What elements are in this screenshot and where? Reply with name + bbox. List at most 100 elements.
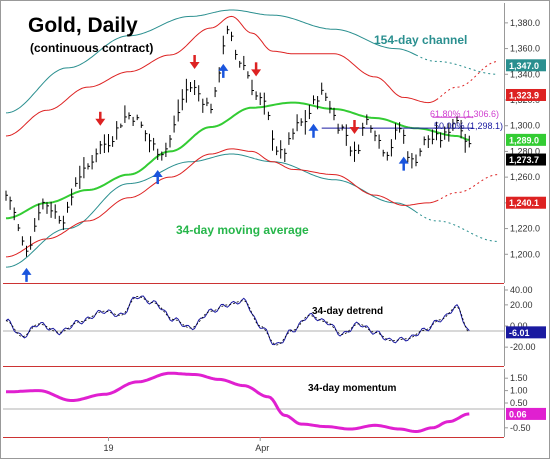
price-bar [112, 136, 115, 147]
price-bar [75, 177, 78, 187]
cycle-arrows [21, 54, 409, 282]
detrend-tick-label: -20.00 [510, 342, 536, 352]
price-bar [440, 132, 443, 148]
price-bar [345, 124, 349, 146]
detrend-series [5, 295, 470, 346]
price-bar [390, 139, 394, 157]
price-bar [251, 79, 254, 96]
x-axis-ticks: 19 Apr [104, 437, 269, 453]
cycle-bottom-arrow [152, 170, 163, 185]
price-bar [444, 126, 447, 140]
price-bar [50, 201, 54, 218]
price-bar [464, 133, 468, 153]
y-axis-ticks: 1,380.01,360.01,340.01,320.01,300.01,280… [504, 18, 540, 433]
price-bar [128, 112, 131, 120]
price-tick-label: 1,280.0 [510, 146, 540, 156]
channel-154-day [5, 9, 498, 268]
price-bar [124, 105, 127, 123]
price-bar [202, 98, 205, 113]
cycle-top-arrow [95, 111, 106, 126]
price-bar [95, 148, 99, 163]
price-bar [370, 125, 373, 133]
price-bar [206, 97, 209, 107]
price-bar [153, 137, 156, 151]
price-bar [235, 49, 238, 60]
price-bar [185, 78, 189, 103]
price-tick-label: 1,260.0 [510, 172, 540, 182]
chart-title: Gold, Daily [28, 14, 138, 37]
fibonacci-lines [321, 116, 474, 129]
price-bar [354, 141, 357, 162]
price-bar [304, 109, 308, 135]
price-bar [284, 148, 287, 162]
value-badge-detrend: -6.01 [506, 326, 546, 339]
price-bar [13, 207, 17, 221]
price-bar [395, 123, 398, 140]
fib-500-label: 50.00% (1,298.1) [434, 121, 503, 131]
price-tick-label: 1,380.0 [510, 18, 540, 28]
price-bar [296, 114, 300, 132]
price-bar [419, 148, 423, 157]
price-bar [226, 25, 230, 35]
x-tick-label: Apr [255, 443, 269, 453]
price-bar [288, 132, 291, 145]
price-bar [460, 119, 464, 139]
price-bar [83, 157, 86, 179]
price-bar [58, 215, 62, 224]
price-bar [194, 80, 197, 95]
detrend-smoothed-line [5, 295, 470, 346]
cycle-top-arrow [349, 120, 360, 134]
price-bar [276, 146, 279, 156]
price-bar [456, 116, 459, 124]
price-bar [190, 82, 193, 92]
price-bar [38, 203, 41, 221]
price-bar [407, 151, 410, 163]
detrend-label: 34-day detrend [312, 306, 383, 317]
price-bar [292, 128, 295, 140]
price-bar [308, 104, 312, 120]
price-bar [386, 151, 390, 161]
price-bar [62, 215, 66, 230]
price-bar [427, 135, 431, 149]
momentum-tick-label: 1.50 [510, 373, 528, 383]
momentum-line [6, 371, 470, 434]
envelope-upper-line [5, 15, 437, 137]
price-bar [42, 198, 45, 210]
price-bar [67, 201, 70, 213]
channel-lower-projection [415, 211, 498, 242]
value-badge-channel-upper: 1,347.0 [506, 59, 546, 72]
price-tick-label: 1,200.0 [510, 249, 540, 259]
chart-subtitle: (continuous contract) [30, 41, 153, 55]
price-bar [132, 116, 136, 127]
momentum-tick-label: -0.50 [510, 423, 531, 433]
envelope-lower-projection [436, 174, 499, 202]
price-bar [272, 130, 275, 151]
svg-text:-6.01: -6.01 [509, 328, 530, 338]
svg-text:1,347.0: 1,347.0 [509, 61, 539, 71]
price-bars [5, 25, 472, 257]
price-bar [468, 135, 472, 148]
cycle-bottom-arrow [218, 63, 229, 78]
price-bar [259, 92, 263, 106]
value-badges: 1,347.0 1,323.9 1,289.0 1,273.7 1,240.1 -6.01… [506, 59, 546, 420]
moving-average-34-day [5, 101, 470, 220]
price-bar [157, 148, 160, 160]
price-bar [140, 121, 144, 128]
price-bar [169, 134, 172, 148]
price-bar [313, 95, 316, 105]
price-bar [431, 129, 435, 145]
price-bar [87, 163, 90, 170]
momentum-tick-label: 0.50 [510, 398, 528, 408]
price-bar [120, 123, 123, 129]
price-bar [329, 100, 332, 114]
price-bar [337, 123, 341, 134]
price-bar [231, 31, 234, 42]
price-bar [108, 133, 111, 153]
price-bar [341, 124, 345, 131]
price-bar [358, 144, 361, 154]
price-bar [181, 89, 185, 111]
price-bar [415, 154, 418, 167]
price-bar [136, 114, 140, 121]
